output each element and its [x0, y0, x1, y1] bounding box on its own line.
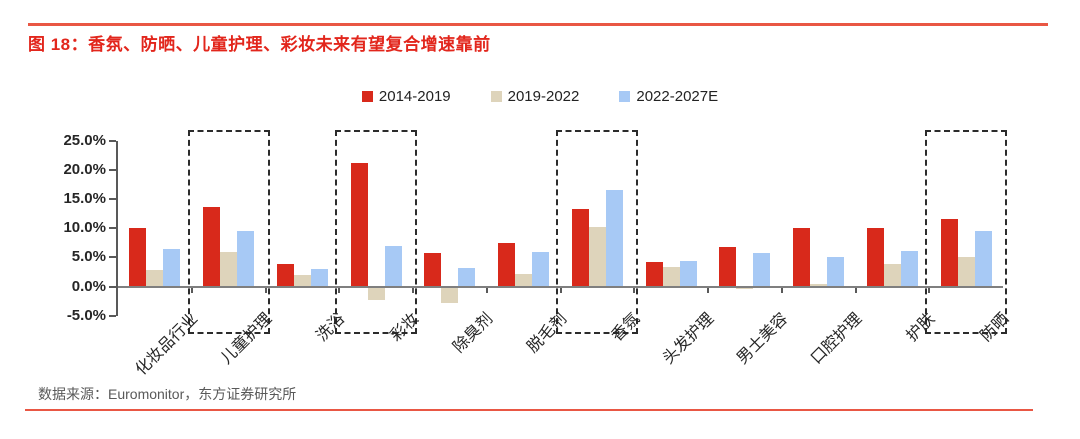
bar [588, 227, 606, 287]
x-axis-baseline [118, 285, 1003, 288]
bar [827, 256, 845, 287]
bar [276, 264, 294, 287]
category-boundary-tick [264, 287, 267, 293]
category-boundary-tick [412, 287, 414, 293]
y-axis-label: 20.0% [63, 160, 106, 178]
category-boundary-tick [780, 287, 783, 293]
bar [498, 242, 516, 287]
category-boundary-tick [928, 287, 931, 293]
bar [367, 286, 385, 300]
y-axis-tick [109, 227, 116, 230]
bar [662, 266, 680, 287]
bar [810, 283, 828, 287]
title-top-rule [28, 23, 1048, 26]
bar [940, 218, 958, 287]
bar [957, 256, 975, 287]
legend-swatch [619, 91, 631, 102]
bar [350, 162, 368, 287]
y-axis-tick [109, 198, 116, 201]
bar [310, 269, 328, 287]
bar [532, 251, 550, 287]
bar [793, 228, 811, 287]
bar [441, 286, 459, 303]
bar [645, 262, 663, 287]
bar [163, 248, 181, 287]
y-axis-tick [109, 168, 116, 171]
legend-label: 2014-2019 [378, 88, 451, 105]
y-axis-tick [109, 256, 116, 259]
legend-label: 2022-2027E [636, 88, 719, 105]
x-axis-label: 头发护理 [660, 310, 718, 368]
legend-item: 2022-2027E [619, 88, 718, 105]
bar [866, 227, 884, 287]
bar [237, 230, 255, 287]
bar [515, 273, 533, 287]
category-boundary-tick [559, 287, 562, 293]
legend-swatch [361, 91, 373, 102]
bar [384, 246, 402, 287]
legend-item: 2014-2019 [361, 88, 451, 105]
y-axis-label: 15.0% [63, 190, 106, 208]
category-boundary-tick [190, 287, 193, 293]
bar [129, 227, 147, 287]
bar [736, 286, 754, 290]
figure-title: 图 18：香氛、防晒、儿童护理、彩妆未来有望复合增速靠前 [28, 35, 491, 54]
bar [293, 275, 311, 287]
y-axis-label: 0.0% [71, 277, 106, 295]
y-axis-line [116, 140, 118, 316]
data-source-note: 数据来源：Euromonitor，东方证券研究所 [38, 386, 297, 402]
category-boundary-tick [707, 287, 709, 293]
x-axis-label: 除臭剂 [450, 310, 497, 357]
x-axis-label: 化妆品行业 [132, 310, 202, 379]
y-axis-label: -5.0% [66, 306, 106, 324]
highlight-dashed-box [335, 130, 418, 334]
category-boundary-tick [854, 287, 857, 293]
bar [203, 206, 221, 287]
bar [753, 253, 771, 287]
bar [679, 260, 697, 287]
bar [220, 251, 238, 287]
y-axis-tick [109, 314, 116, 317]
bar [424, 253, 442, 287]
legend-item: 2019-2022 [490, 88, 580, 105]
category-boundary-tick [485, 287, 488, 293]
bar [571, 208, 589, 287]
chart-legend: 2014-2019 2019-2022 2022-2027E [0, 88, 1080, 105]
category-boundary-tick [338, 287, 341, 293]
x-axis-label: 男士美容 [733, 310, 792, 368]
bar [146, 269, 164, 287]
bar [900, 250, 918, 287]
legend-label: 2019-2022 [507, 88, 580, 105]
y-axis-tick [109, 139, 116, 142]
x-axis-label: 口腔护理 [807, 310, 865, 368]
highlight-dashed-box [556, 130, 639, 334]
y-axis-tick [109, 285, 116, 288]
y-axis-label: 5.0% [71, 248, 106, 266]
bar [458, 268, 476, 287]
bar [719, 246, 737, 287]
highlight-dashed-box [187, 130, 270, 334]
y-axis-label: 25.0% [63, 131, 106, 149]
category-boundary-tick [633, 287, 636, 293]
highlight-dashed-box [925, 130, 1008, 334]
footer-rule [25, 409, 1033, 411]
bar [605, 189, 623, 287]
bar [974, 230, 992, 287]
bar [883, 263, 901, 287]
y-axis-label: 10.0% [63, 219, 106, 237]
legend-swatch [490, 91, 502, 102]
